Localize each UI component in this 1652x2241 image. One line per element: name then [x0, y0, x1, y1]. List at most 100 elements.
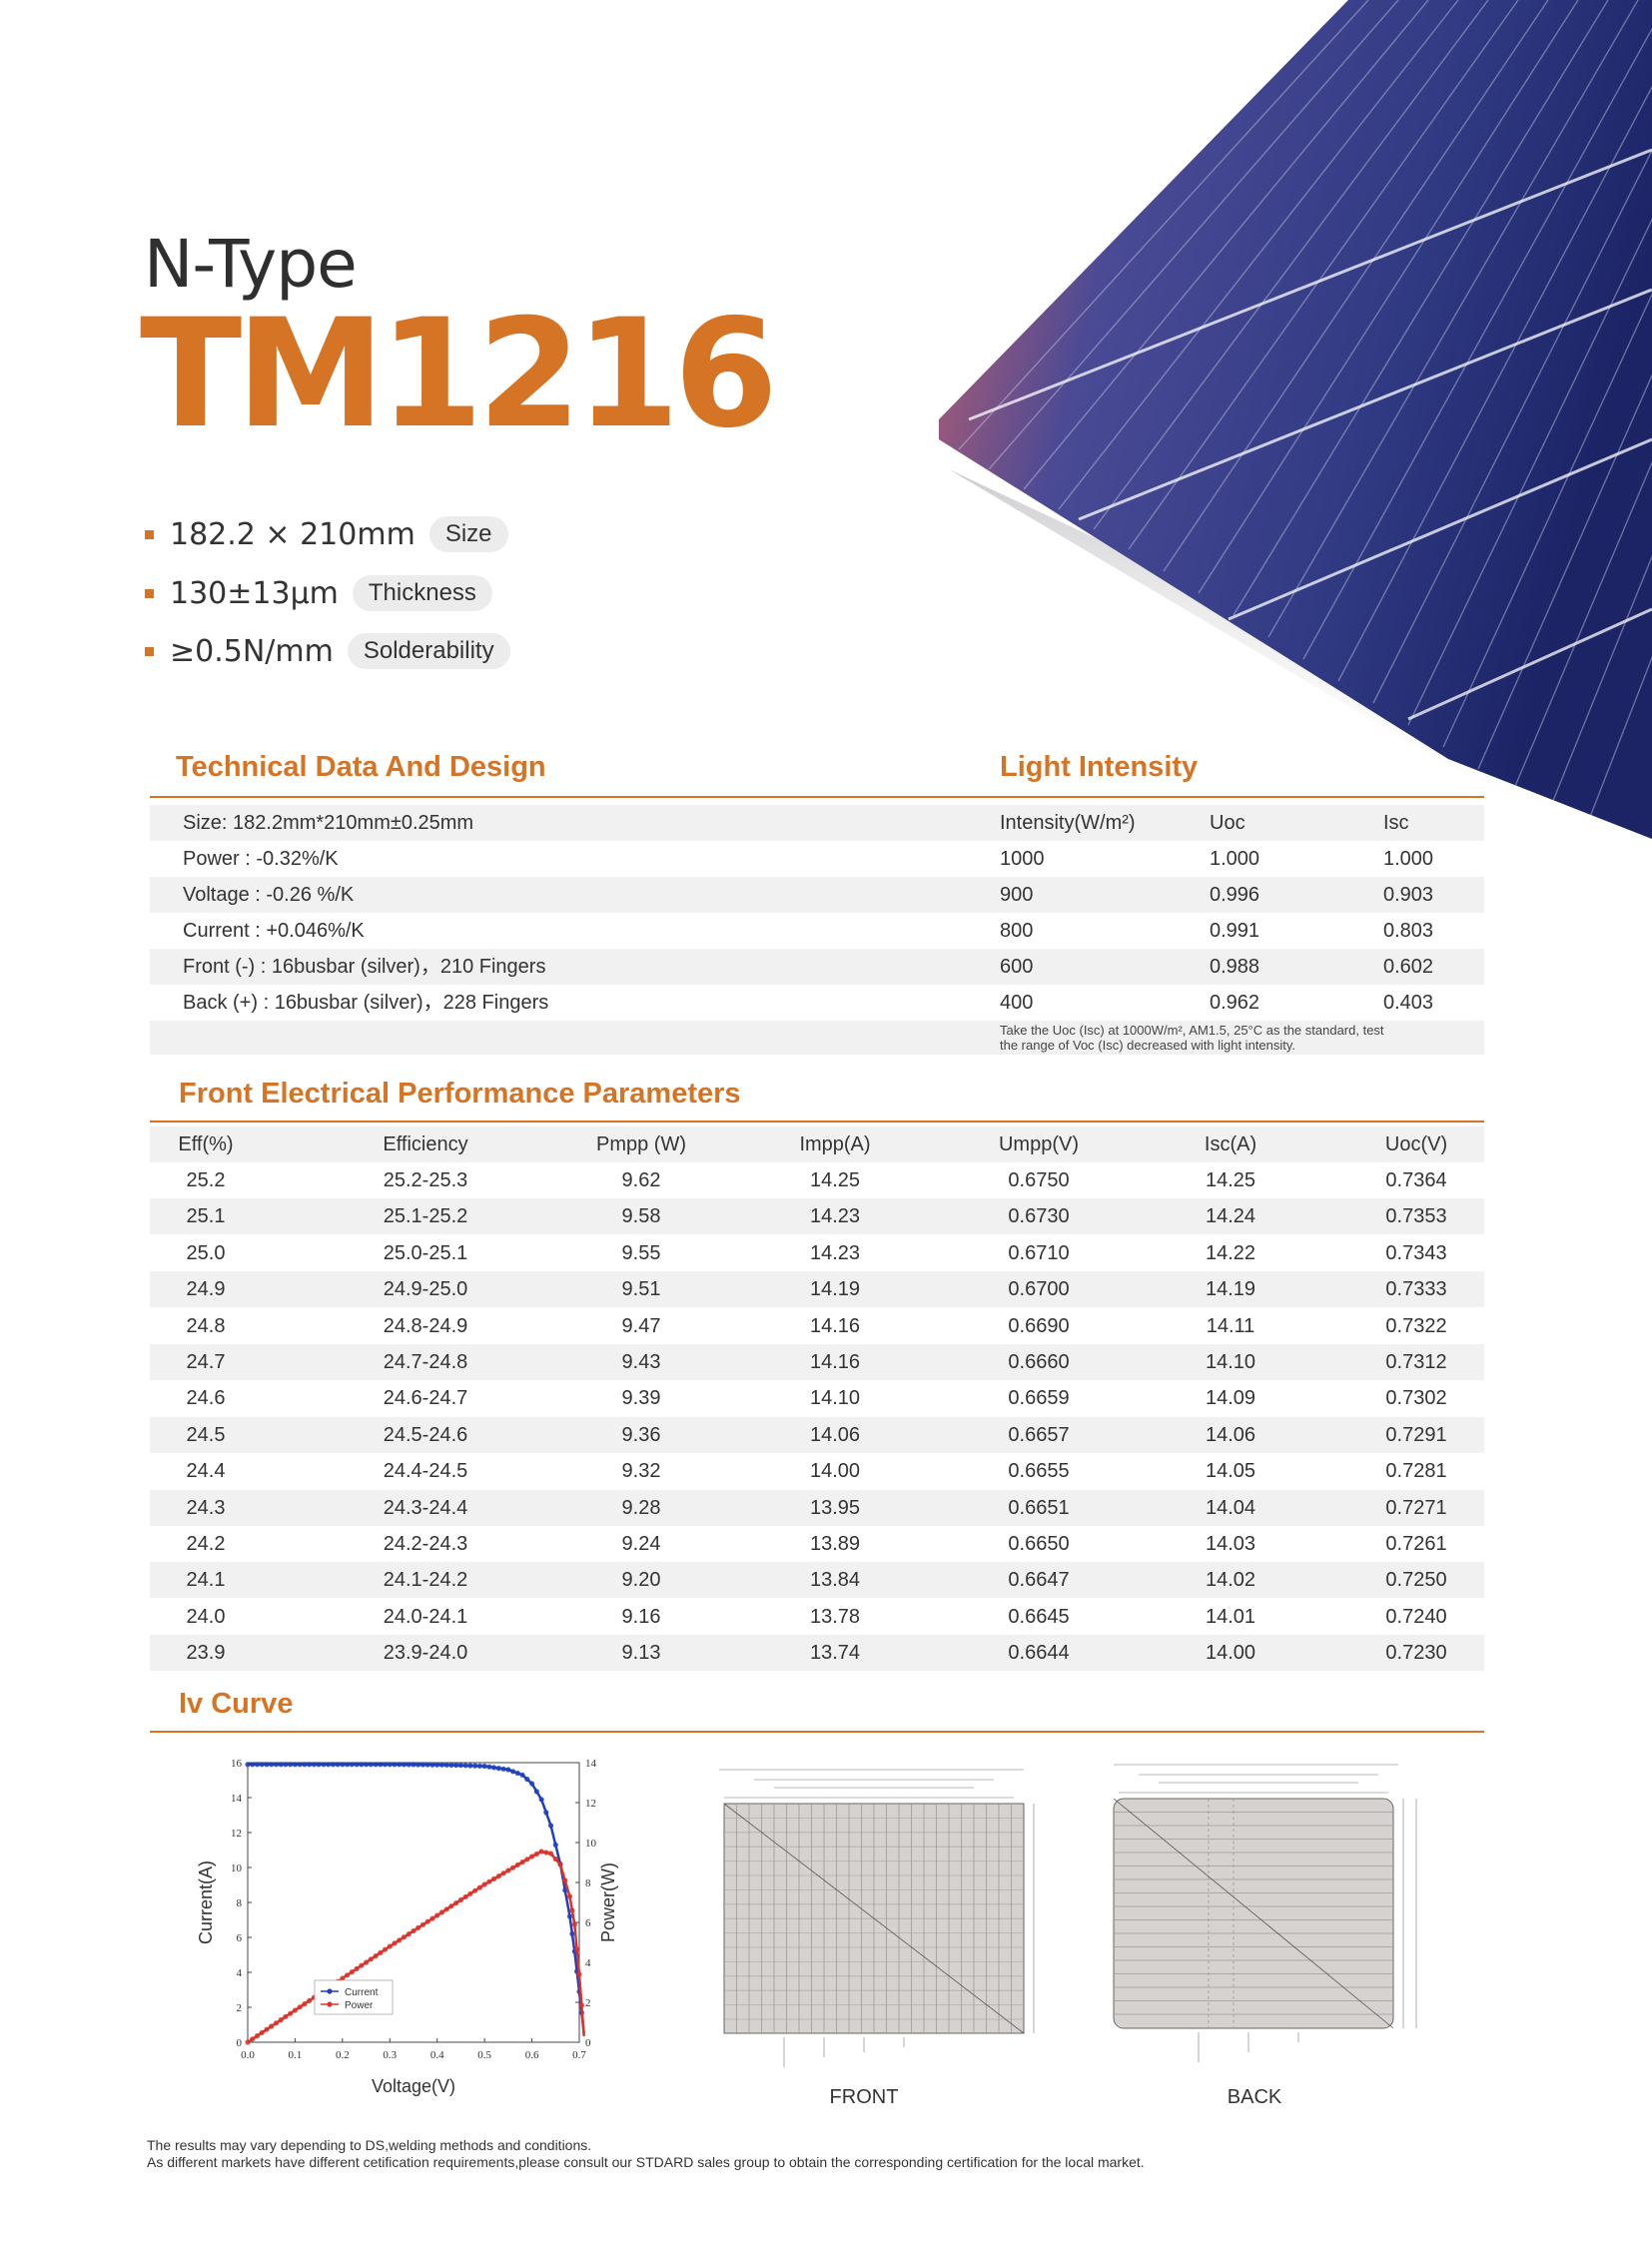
y-axis-label: Current(A): [196, 1861, 216, 1944]
electrical-cell: 0.6690: [1008, 1314, 1070, 1337]
series-point-current: [533, 1789, 539, 1795]
series-point-current: [462, 1763, 468, 1769]
electrical-row: 24.1 24.1-24.2 9.20 13.84 0.6647 14.02 0.7250: [150, 1562, 1484, 1599]
series-point-power: [424, 1918, 430, 1924]
series-point-current: [326, 1762, 332, 1768]
series-point-power: [269, 2023, 275, 2029]
electrical-cell: 24.7-24.8: [383, 1351, 468, 1373]
y2-tick-label: 4: [585, 1957, 591, 1969]
series-point-current: [254, 1762, 261, 1768]
tech-row: Front (-) : 16busbar (silver)，210 Finger…: [150, 949, 1484, 985]
electrical-cell: 0.7333: [1385, 1278, 1447, 1301]
electrical-cell: 9.39: [621, 1387, 661, 1410]
feature-value: 182.2 × 210mm: [170, 516, 415, 552]
product-model: TM1216: [140, 288, 778, 461]
x-tick-label: 0.2: [336, 2049, 350, 2061]
section-divider: [150, 796, 1484, 798]
electrical-cell: 14.22: [1205, 1241, 1256, 1264]
electrical-cell: 24.8: [186, 1314, 226, 1337]
series-point-power: [250, 2036, 256, 2042]
electrical-cell: 24.4: [186, 1460, 226, 1483]
series-point-current: [273, 1762, 280, 1768]
electrical-header: Pmpp (W): [596, 1133, 686, 1155]
series-point-current: [457, 1763, 463, 1769]
tech-row: Power : -0.32%/K 1000 1.000 1.000: [150, 841, 1484, 877]
electrical-cell: 9.24: [621, 1533, 661, 1555]
electrical-cell: 14.25: [1205, 1169, 1256, 1191]
electrical-cell: 0.6750: [1008, 1169, 1070, 1191]
electrical-cell: 24.5: [186, 1423, 226, 1446]
legend-swatch-marker: [327, 2001, 333, 2007]
series-point-current: [378, 1762, 384, 1768]
series-point-current: [495, 1766, 501, 1772]
series-point-power: [419, 1921, 426, 1927]
series-point-power: [364, 1959, 370, 1965]
electrical-row: 25.0 25.0-25.1 9.55 14.23 0.6710 14.22 0.7343: [150, 1235, 1484, 1271]
electrical-cell: 9.32: [621, 1460, 661, 1483]
section-divider: [150, 1731, 1484, 1733]
tech-spec: Back (+) : 16busbar (silver)，228 Fingers: [183, 992, 549, 1014]
series-point-current: [467, 1763, 473, 1769]
electrical-cell: 25.2: [186, 1169, 226, 1191]
electrical-cell: 24.6: [186, 1387, 226, 1410]
electrical-cell: 24.2: [186, 1533, 226, 1555]
series-point-current: [330, 1762, 336, 1768]
electrical-cell: 24.0: [186, 1605, 226, 1628]
electrical-row: 25.1 25.1-25.2 9.58 14.23 0.6730 14.24 0.7353: [150, 1198, 1484, 1235]
electrical-cell: 14.09: [1205, 1387, 1256, 1410]
series-point-power: [354, 1965, 360, 1971]
series-point-current: [481, 1763, 487, 1770]
series-point-current: [547, 1823, 554, 1829]
feature-label: Thickness: [352, 575, 492, 611]
electrical-cell: 14.03: [1205, 1533, 1256, 1555]
electrical-cell: 9.36: [621, 1423, 661, 1446]
x-tick-label: 0.7: [572, 2049, 586, 2061]
electrical-cell: 25.0-25.1: [383, 1241, 468, 1264]
front-label: FRONT: [829, 2086, 899, 2108]
series-point-current: [373, 1762, 379, 1768]
electrical-cell: 14.19: [809, 1278, 861, 1301]
electrical-cell: 24.1: [186, 1569, 226, 1592]
light-cell: 900: [1000, 884, 1034, 906]
electrical-cell: 14.24: [1205, 1205, 1256, 1228]
electrical-cell: 0.7230: [1385, 1642, 1447, 1665]
series-point-power: [495, 1873, 501, 1879]
series-point-current: [569, 1930, 575, 1937]
electrical-cell: 0.7250: [1385, 1569, 1447, 1592]
electrical-cell: 9.55: [621, 1241, 661, 1264]
tech-spec: Voltage : -0.26 %/K: [183, 884, 355, 906]
solar-cell-photo: [939, 0, 1652, 839]
electrical-cell: 14.19: [1205, 1278, 1256, 1301]
series-point-current: [259, 1762, 265, 1768]
series-line-current: [248, 1763, 585, 2034]
electrical-cell: 13.84: [809, 1569, 861, 1592]
electrical-cell: 0.6644: [1008, 1642, 1070, 1665]
series-point-power: [429, 1915, 435, 1921]
tech-row: Current : +0.046%/K 800 0.991 0.803: [150, 913, 1484, 949]
series-point-current: [401, 1762, 408, 1768]
series-point-power: [345, 1972, 351, 1978]
series-point-current: [543, 1810, 549, 1816]
series-point-power: [476, 1884, 482, 1890]
series-point-power: [519, 1860, 525, 1866]
electrical-cell: 9.58: [621, 1205, 661, 1228]
series-point-power: [359, 1962, 365, 1968]
series-point-power: [552, 1856, 558, 1863]
series-point-current: [340, 1762, 346, 1768]
series-point-power: [557, 1862, 563, 1868]
electrical-row: 24.5 24.5-24.6 9.36 14.06 0.6657 14.06 0.7291: [150, 1416, 1484, 1453]
series-point-power: [543, 1850, 549, 1856]
y-tick-label: 16: [231, 1758, 243, 1770]
series-point-current: [335, 1762, 341, 1768]
series-point-power: [401, 1934, 408, 1940]
series-point-power: [578, 2002, 584, 2008]
electrical-cell: 13.95: [809, 1496, 861, 1519]
electrical-cell: 9.16: [621, 1605, 661, 1628]
series-point-power: [406, 1931, 412, 1937]
series-point-current: [552, 1842, 558, 1848]
series-point-power: [438, 1909, 445, 1915]
electrical-cell: 23.9-24.0: [383, 1642, 468, 1665]
series-point-power: [524, 1857, 530, 1863]
tech-row: Size: 182.2mm*210mm±0.25mm Intensity(W/m…: [150, 805, 1484, 841]
series-point-power: [340, 1975, 346, 1981]
